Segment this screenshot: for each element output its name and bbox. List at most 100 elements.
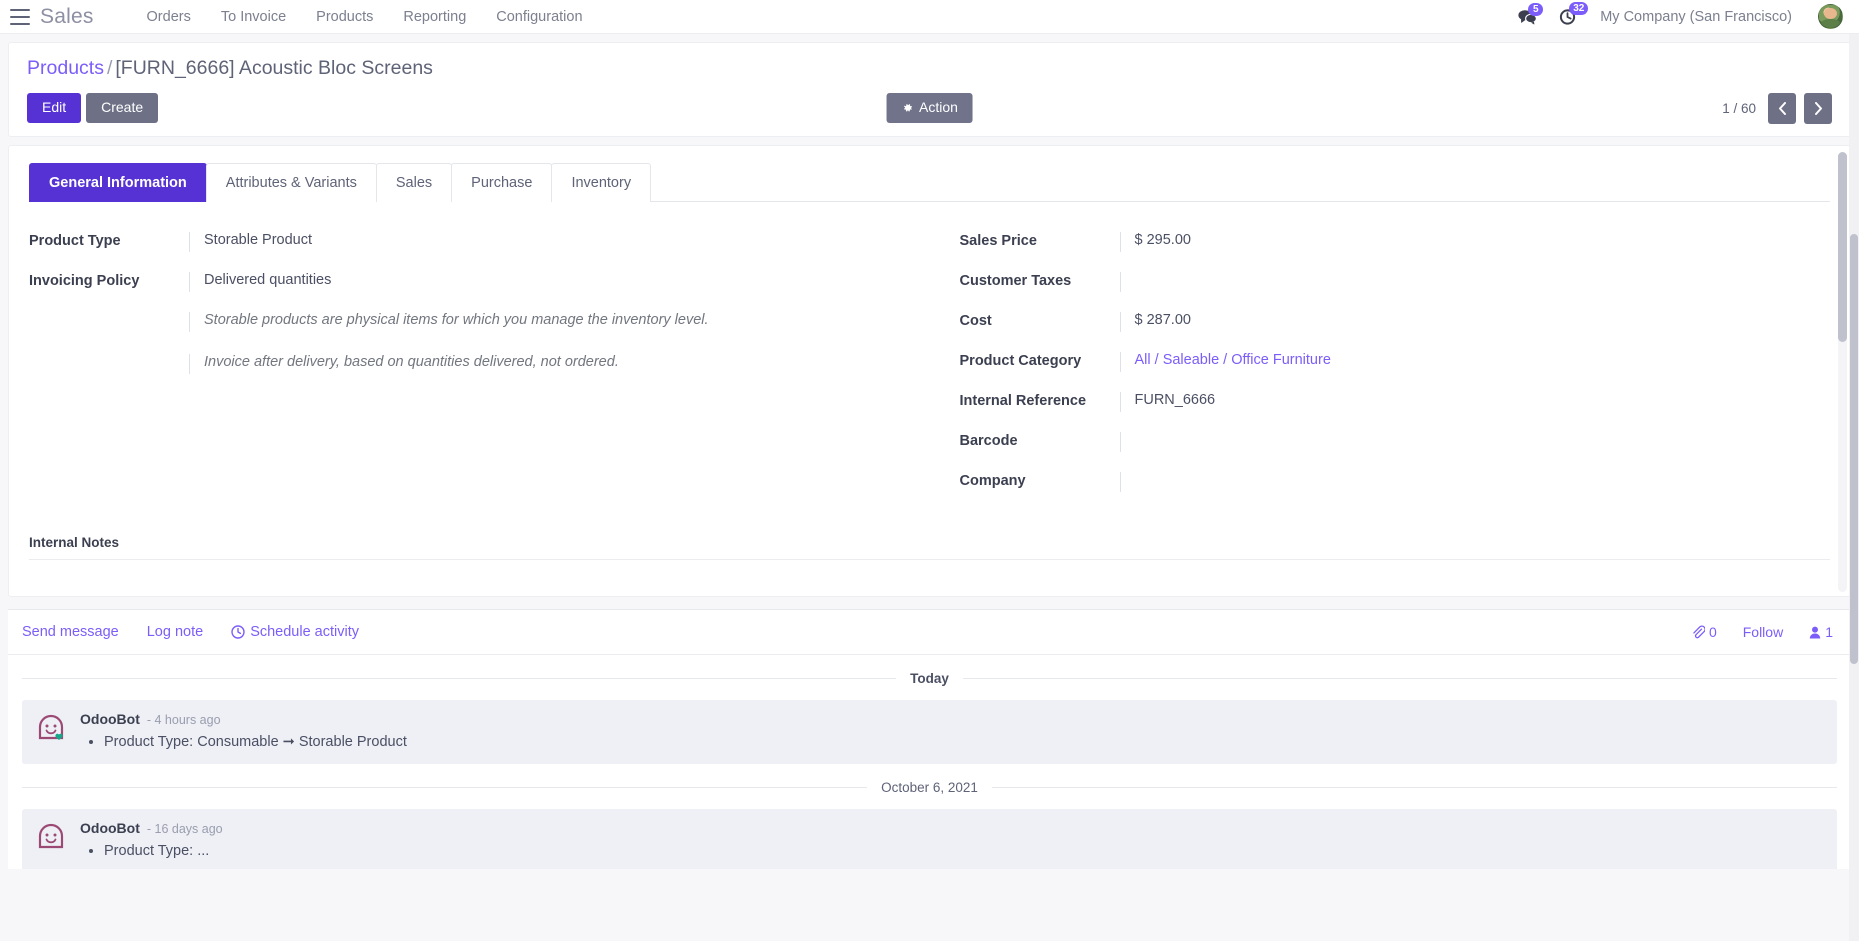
form-scrollbar-thumb[interactable] [1838,152,1847,342]
attachments-button[interactable]: 0 [1691,624,1717,640]
chatter: Send message Log note Schedule activity … [8,609,1851,869]
pager-count: 1 / 60 [1722,100,1756,116]
tab-purchase[interactable]: Purchase [451,163,553,202]
follow-button[interactable]: Follow [1742,624,1784,640]
tab-general-information[interactable]: General Information [29,163,207,202]
gear-icon [903,104,912,112]
menu-item-products[interactable]: Products [316,8,374,25]
main-menu: Orders To Invoice Products Reporting Con… [132,9,598,25]
internal-notes-label: Internal Notes [29,535,120,550]
hint-invoice-after-delivery: Invoice after delivery, based on quantit… [29,354,890,374]
tab-sales[interactable]: Sales [375,163,453,202]
menu-item-configuration[interactable]: Configuration [496,8,583,25]
field-internal-reference: Internal Reference FURN_6666 [960,392,1791,412]
field-sales-price-value[interactable]: $ 295.00 [1119,232,1791,252]
breadcrumb-parent-products[interactable]: Products [27,57,104,79]
avatar[interactable] [1818,4,1843,29]
message-author[interactable]: OdooBot [80,711,140,727]
message-thread: Today OdooBot - 4 hours ago Pro [8,655,1851,869]
menu-item-to-invoice[interactable]: To Invoice [220,8,287,25]
message-header: OdooBot - 4 hours ago [80,711,1825,727]
field-invoicing-policy-value[interactable]: Delivered quantities [189,272,890,292]
edit-button[interactable]: Edit [27,93,82,123]
message-author[interactable]: OdooBot [80,819,140,836]
log-note-button[interactable]: Log note [146,624,204,640]
field-cost-value[interactable]: $ 287.00 [1119,312,1791,332]
field-product-type-value[interactable]: Storable Product [189,232,890,252]
breadcrumb: Products / [FURN_6666] Acoustic Bloc Scree… [27,57,1832,80]
field-invoicing-policy-label: Invoicing Policy [29,273,140,289]
form-column-left: Product Type Storable Product Invoicing … [29,232,930,512]
schedule-activity-button[interactable]: Schedule activity [231,624,359,640]
hint-spacer-1 [29,312,189,313]
field-cost: Cost $ 287.00 [960,312,1791,332]
field-internal-reference-label: Internal Reference [959,393,1087,409]
form-sheet: General Information Attributes & Variant… [9,146,1850,596]
hint-invoice-after-delivery-text: Invoice after delivery, based on quantit… [189,354,890,374]
field-company: Company [960,472,1791,492]
page-scrollbar[interactable] [1849,34,1859,941]
date-separator-label: Today [910,671,949,686]
internal-notes-input[interactable] [29,560,1830,596]
messages-badge: 5 [1528,2,1544,16]
message-header: OdooBot - 16 days ago [80,820,1825,836]
app-brand-sales[interactable]: Sales [40,4,94,28]
activities-button[interactable]: 32 [1559,2,1589,25]
pager: 1 / 60 [1722,92,1832,124]
field-barcode-value[interactable] [1119,432,1791,452]
field-internal-reference-value[interactable]: FURN_6666 [1119,392,1791,412]
pager-previous-button[interactable] [1768,92,1796,124]
odoobot-avatar [34,819,68,853]
tab-inventory[interactable]: Inventory [551,163,652,202]
message-item: OdooBot - 16 days ago Product Type: ... [22,808,1837,869]
internal-notes-divider [29,559,1830,560]
message-change-item: Product Type: Consumable ➞ Storable Prod… [104,732,1825,754]
pager-next-button[interactable] [1804,92,1832,124]
page-scrollbar-thumb[interactable] [1850,234,1858,664]
message-change-list: Product Type: Consumable ➞ Storable Prod… [104,732,1825,754]
field-product-type: Product Type Storable Product [29,232,890,252]
field-barcode-label: Barcode [959,433,1018,449]
clock-icon [231,625,245,639]
form-scrollbar[interactable] [1838,152,1847,592]
schedule-activity-label: Schedule activity [250,624,359,640]
menu-item-reporting[interactable]: Reporting [403,8,467,25]
activities-badge: 32 [1569,2,1589,15]
menu-item-orders[interactable]: Orders [146,8,191,25]
field-company-label: Company [959,473,1026,489]
odoobot-avatar [34,710,68,744]
message-body: OdooBot - 16 days ago Product Type: ... [80,819,1825,863]
paperclip-icon [1693,625,1705,639]
breadcrumb-separator: / [106,57,113,79]
field-sales-price: Sales Price $ 295.00 [960,232,1791,252]
field-company-value[interactable] [1119,472,1791,492]
chevron-left-icon [1778,101,1786,115]
field-product-category-value[interactable]: All / Saleable / Office Furniture [1119,352,1791,372]
control-panel: Products / [FURN_6666] Acoustic Bloc Scree… [8,42,1851,137]
field-barcode: Barcode [960,432,1791,452]
followers-count: 1 [1825,624,1833,640]
field-customer-taxes: Customer Taxes [960,272,1791,292]
user-icon [1810,626,1821,638]
followers-button[interactable]: 1 [1809,624,1833,640]
tab-attributes-variants[interactable]: Attributes & Variants [205,163,377,202]
message-timestamp: - 16 days ago [146,821,223,836]
field-product-category: Product Category All / Saleable / Office… [960,352,1791,372]
message-body: OdooBot - 4 hours ago Product Type: Cons… [80,710,1825,754]
messages-button[interactable]: 5 [1518,2,1544,25]
control-panel-buttons: Edit Create Action 1 / 60 [27,92,1832,124]
chatter-toolbar-right: 0 Follow 1 [1691,624,1833,640]
action-button[interactable]: Action [886,93,973,123]
send-message-button[interactable]: Send message [22,624,119,640]
message-timestamp: - 4 hours ago [146,713,221,727]
hamburger-menu-icon[interactable] [10,8,30,25]
navbar-right: 5 32 My Company (San Francisco) [1518,2,1843,29]
date-separator-line-left [22,786,868,788]
form-notebook-tabs: General Information Attributes & Variant… [29,162,1830,202]
company-switcher[interactable]: My Company (San Francisco) [1600,8,1792,25]
date-separator-line-left [22,678,897,679]
date-separator-label: October 6, 2021 [881,779,978,795]
field-product-category-label: Product Category [959,353,1082,369]
create-button[interactable]: Create [86,93,159,123]
field-customer-taxes-value[interactable] [1119,272,1791,292]
